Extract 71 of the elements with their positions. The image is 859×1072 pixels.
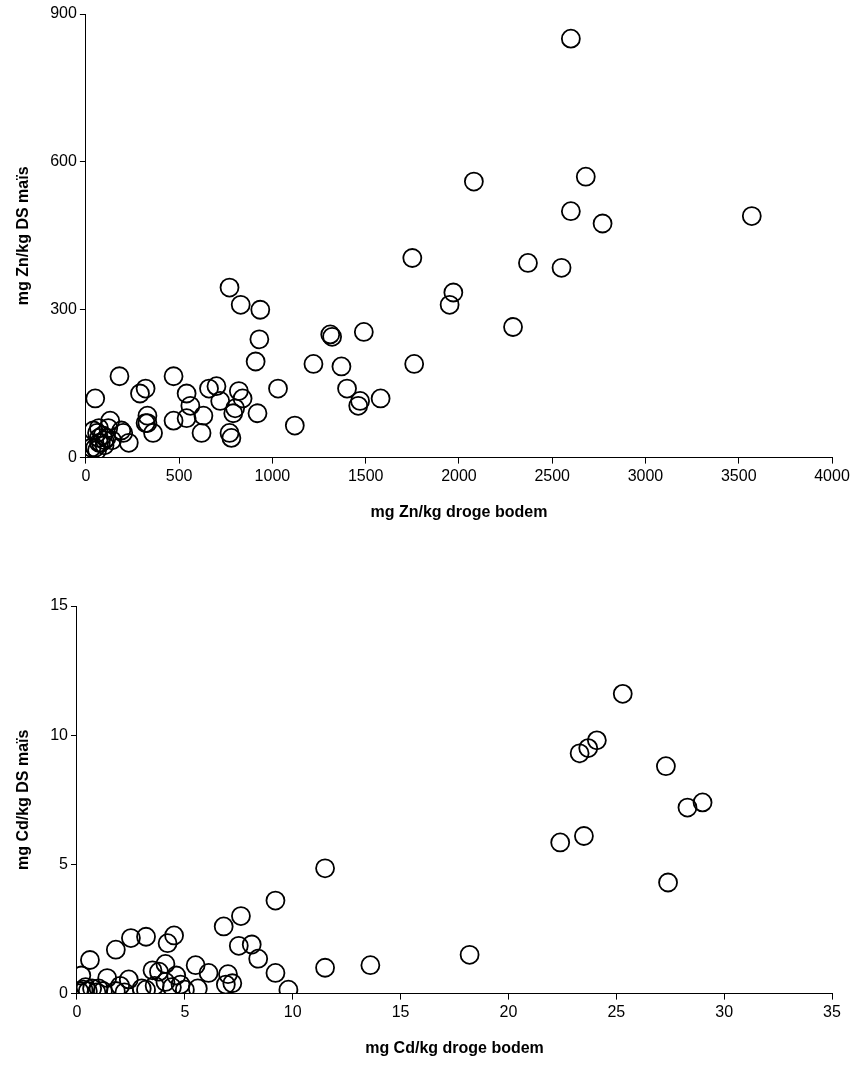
point [241,934,262,955]
x-tick-label: 2500 [534,466,571,484]
x-tick-label: 1500 [347,466,384,484]
point [97,968,118,988]
point [170,974,191,994]
y-tick-label: 0 [67,448,77,466]
x-tick-label: 10 [283,1002,302,1020]
point [121,928,141,948]
point [155,953,176,974]
point [658,872,678,893]
point [185,955,206,976]
x-tick-label: 35 [823,1002,841,1020]
x-axis-title: mg Cd/kg droge bodem [365,1038,544,1056]
point [586,730,607,751]
x-tick-label: 30 [715,1002,734,1020]
point [164,925,184,946]
y-tick-label: 15 [50,596,69,614]
point [265,890,286,911]
point [656,756,676,777]
y-axis-title: mg Zn/kg DS maïs [14,166,32,306]
x-tick-label: 3500 [720,466,757,484]
point [360,955,381,976]
point [550,832,571,853]
x-tick-label: 5 [180,1002,190,1020]
point [198,963,219,983]
y-tick-label: 0 [59,984,69,1002]
point [315,957,335,978]
y-tick-label: 5 [59,854,69,872]
point [677,797,698,818]
point [612,683,633,704]
point [459,944,480,965]
point [574,826,594,846]
point [569,743,590,764]
y-tick-label: 600 [50,152,77,170]
x-tick-label: 3000 [627,466,664,484]
point [144,975,165,994]
point [142,960,163,981]
point [213,916,234,937]
x-tick-label: 500 [165,466,193,484]
point [231,906,251,926]
point [215,974,236,994]
point [136,926,156,947]
x-tick-label: 15 [391,1002,410,1020]
x-tick-label: 2000 [441,466,477,484]
point [105,939,126,960]
x-axis-title: mg Zn/kg droge bodem [370,502,548,520]
point [157,933,178,954]
y-axis-title: mg Cd/kg DS maïs [14,729,32,871]
x-tick-label: 0 [81,466,91,484]
point [692,792,713,813]
point [265,963,286,983]
x-tick-label: 4000 [814,466,850,484]
x-tick-label: 20 [499,1002,518,1020]
point [118,969,139,990]
y-tick-label: 900 [50,4,77,22]
point [218,964,238,985]
point [166,965,187,986]
point [110,975,131,994]
point [578,738,599,759]
y-tick-label: 10 [50,725,69,743]
point [248,948,269,969]
x-tick-label: 25 [607,1002,626,1020]
x-tick-label: 1000 [254,466,291,484]
point [155,972,176,992]
point [80,950,100,970]
point [162,977,182,994]
point [222,973,243,994]
point [149,961,169,982]
point [315,858,335,879]
point [228,935,249,956]
y-tick-label: 300 [50,300,77,318]
